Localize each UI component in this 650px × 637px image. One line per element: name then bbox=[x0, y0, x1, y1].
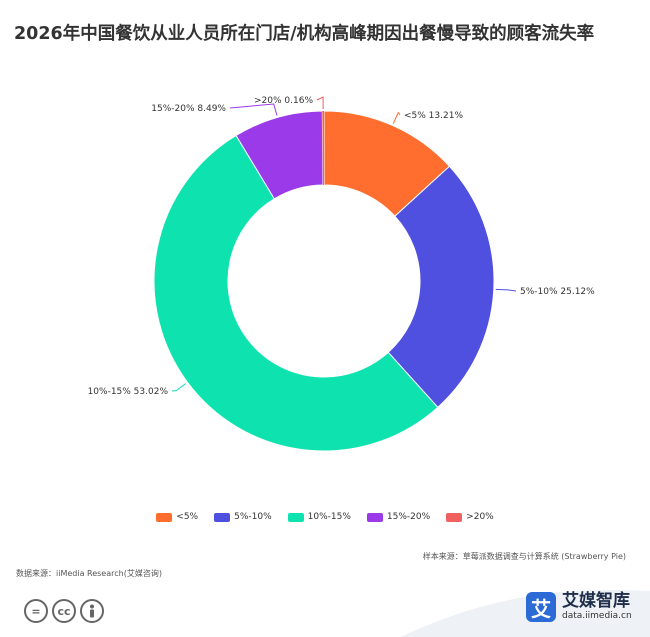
data-label-lt5: <5% 13.21% bbox=[404, 111, 463, 121]
leader-line-10-15 bbox=[171, 383, 187, 392]
legend-label-10-15: 10%-15% bbox=[307, 512, 351, 522]
sample-source: 样本来源：草莓派数据调查与计算系统 (Strawberry Pie) bbox=[422, 552, 626, 561]
cc-icon: cc bbox=[52, 599, 76, 623]
footer-wave bbox=[400, 589, 650, 637]
leader-line-lt5 bbox=[392, 111, 401, 124]
donut-slice-10-15[interactable] bbox=[153, 134, 439, 452]
donut-slice-gt20[interactable] bbox=[322, 111, 324, 186]
leader-line-15-20 bbox=[229, 103, 278, 116]
data-label-10-15: 10%-15% 53.02% bbox=[88, 387, 169, 397]
legend-item-gt20[interactable]: >20% bbox=[446, 512, 494, 522]
legend-swatch-15-20 bbox=[366, 512, 383, 522]
data-label-5-10: 5%-10% 25.12% bbox=[520, 287, 595, 297]
data-label-15-20: 15%-20% 8.49% bbox=[151, 104, 226, 114]
legend-label-15-20: 15%-20% bbox=[386, 512, 431, 522]
legend-item-lt5[interactable]: <5% bbox=[156, 512, 198, 522]
donut-chart: <5% 13.21% 5%-10% 25.12% 10%-15% 53.02% 15%… bbox=[88, 96, 595, 452]
equal-icon: = bbox=[24, 599, 48, 623]
legend-item-10-15[interactable]: 10%-15% bbox=[287, 512, 351, 522]
brand: 艾 艾媒智库 data.iimedia.cn bbox=[526, 592, 632, 622]
brand-name: 艾媒智库 bbox=[562, 591, 630, 611]
legend-swatch-10-15 bbox=[287, 512, 304, 522]
data-label-gt20: >20% 0.16% bbox=[254, 96, 313, 106]
legend-label-lt5: <5% bbox=[176, 512, 199, 522]
brand-logo-icon: 艾 bbox=[526, 592, 556, 622]
brand-url: data.iimedia.cn bbox=[562, 611, 632, 621]
person-icon bbox=[80, 599, 104, 623]
legend-item-5-10[interactable]: 5%-10% bbox=[214, 512, 272, 522]
leader-line-5-10 bbox=[495, 288, 517, 292]
donut-slice-15-20[interactable] bbox=[235, 110, 324, 200]
legend-label-gt20: >20% bbox=[466, 512, 494, 522]
legend-swatch-gt20 bbox=[446, 512, 463, 522]
legend: <5% 5%-10% 10%-15% 15%-20% >20% bbox=[0, 512, 650, 522]
legend-label-5-10: 5%-10% bbox=[234, 512, 272, 522]
donut-slice-5-10[interactable] bbox=[387, 165, 495, 409]
legend-item-15-20[interactable]: 15%-20% bbox=[366, 512, 431, 522]
chart-title: 2026年中国餐饮从业人员所在门店/机构高峰期因出餐慢导致的顾客流失率 bbox=[14, 24, 595, 44]
legend-swatch-lt5 bbox=[156, 512, 173, 522]
data-source: 数据来源：iiMedia Research(艾媒咨询) bbox=[16, 569, 162, 578]
legend-swatch-5-10 bbox=[214, 512, 231, 522]
license-icons: = cc bbox=[24, 599, 104, 623]
leader-line-gt20 bbox=[316, 96, 324, 110]
